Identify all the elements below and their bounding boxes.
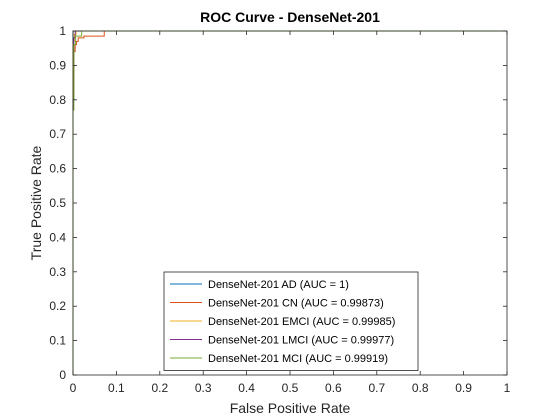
y-tick-label-8: 0.8 xyxy=(49,93,66,107)
y-tick-label-5: 0.5 xyxy=(49,196,66,210)
x-tick-label-8: 0.8 xyxy=(412,381,429,395)
y-tick-label-0: 0 xyxy=(59,368,66,382)
legend: DenseNet-201 AD (AUC = 1) DenseNet-201 CN… xyxy=(164,272,418,371)
y-tick-label-3: 0.3 xyxy=(49,265,66,279)
legend-label-2: DenseNet-201 EMCI (AUC = 0.99985) xyxy=(208,316,395,328)
legend-label-4: DenseNet-201 MCI (AUC = 0.99919) xyxy=(208,353,388,365)
x-tick-label-0: 0 xyxy=(70,381,77,395)
y-tick-label-10: 1 xyxy=(59,24,66,38)
y-tick-label-4: 0.4 xyxy=(49,230,66,244)
y-tick-label-7: 0.7 xyxy=(49,127,66,141)
legend-label-1: DenseNet-201 CN (AUC = 0.99873) xyxy=(208,298,384,310)
chart-title: ROC Curve - DenseNet-201 xyxy=(200,9,380,25)
x-tick-label-10: 1 xyxy=(504,381,511,395)
x-tick-label-1: 0.1 xyxy=(108,381,125,395)
x-tick-label-3: 0.3 xyxy=(195,381,212,395)
x-tick-label-5: 0.5 xyxy=(282,381,299,395)
y-tick-label-6: 0.6 xyxy=(49,162,66,176)
y-axis-label: True Positive Rate xyxy=(28,145,44,260)
x-tick-label-4: 0.4 xyxy=(238,381,255,395)
legend-label-3: DenseNet-201 LMCI (AUC = 0.99977) xyxy=(208,335,394,347)
x-tick-label-6: 0.6 xyxy=(325,381,342,395)
x-tick-label-7: 0.7 xyxy=(368,381,385,395)
y-tick-label-9: 0.9 xyxy=(49,58,66,72)
x-tick-label-2: 0.2 xyxy=(151,381,168,395)
y-tick-label-2: 0.2 xyxy=(49,299,66,313)
y-tick-label-1: 0.1 xyxy=(49,334,66,348)
legend-label-0: DenseNet-201 AD (AUC = 1) xyxy=(208,279,349,291)
x-tick-label-9: 0.9 xyxy=(455,381,472,395)
x-axis-label: False Positive Rate xyxy=(230,400,351,416)
